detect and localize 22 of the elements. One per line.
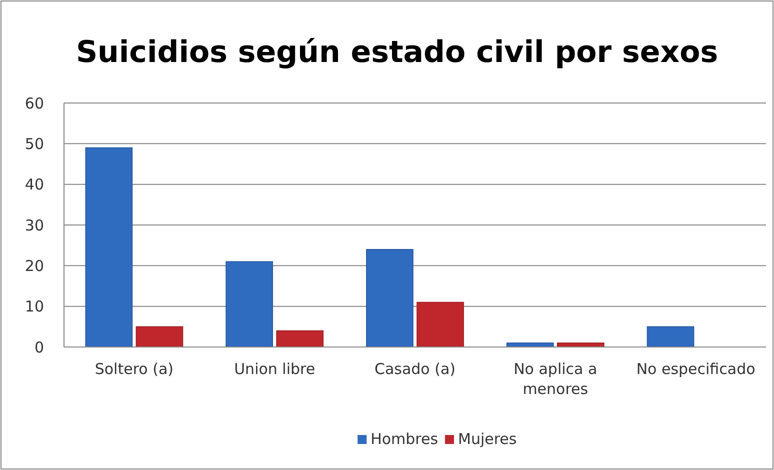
x-tick-label: No aplica a menores xyxy=(514,360,598,398)
bar xyxy=(646,326,694,348)
chart-title: Suicidios según estado civil por sexos xyxy=(76,35,718,70)
bar xyxy=(276,330,324,348)
bar xyxy=(416,302,464,348)
x-tick-label: Soltero (a) xyxy=(94,360,174,378)
bar xyxy=(85,147,133,348)
y-tick-label: 50 xyxy=(24,134,44,153)
y-tick-label: 0 xyxy=(34,338,44,356)
bar xyxy=(226,261,273,348)
x-tick-label: No especificado xyxy=(636,360,756,378)
x-tick-label: Union libre xyxy=(234,360,316,378)
y-tick-label: 20 xyxy=(24,256,44,275)
bar xyxy=(136,326,184,348)
x-tick-label: Casado (a) xyxy=(374,360,456,378)
y-tick-label: 40 xyxy=(24,176,44,194)
legend-label: Hombres xyxy=(370,430,438,448)
legend-label: Mujeres xyxy=(458,430,517,448)
bar xyxy=(366,249,414,348)
y-tick-label: 60 xyxy=(24,94,44,112)
y-tick-label: 30 xyxy=(24,216,44,234)
y-tick-label: 10 xyxy=(24,298,44,316)
